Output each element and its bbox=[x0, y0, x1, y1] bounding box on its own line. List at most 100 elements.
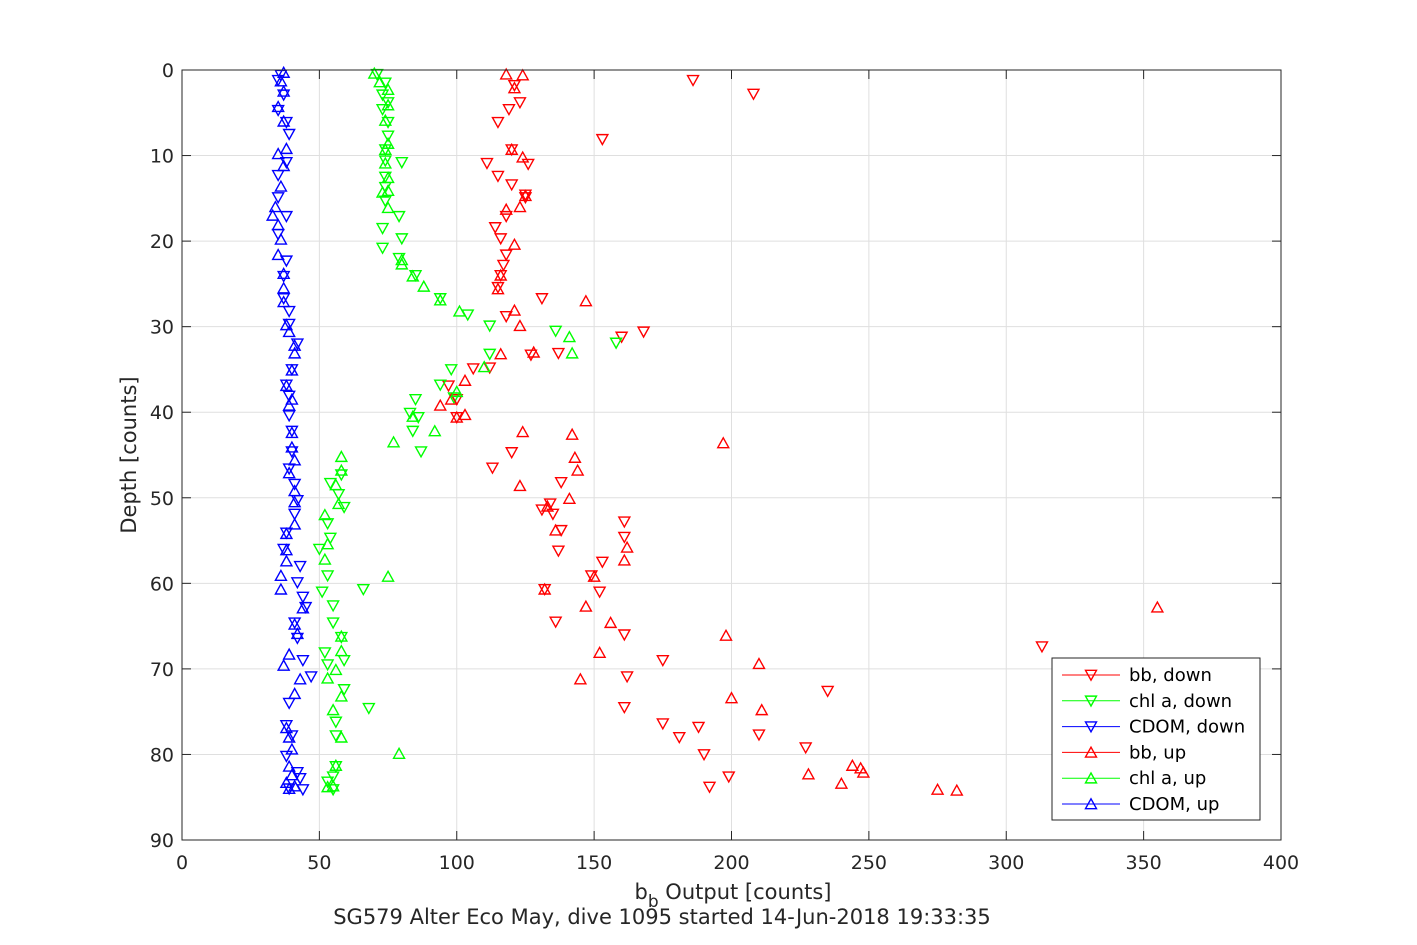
data-point bbox=[279, 719, 294, 733]
data-point bbox=[603, 616, 618, 629]
data-point bbox=[287, 338, 302, 351]
data-point bbox=[617, 629, 632, 642]
data-point bbox=[485, 462, 500, 475]
data-point bbox=[282, 410, 296, 423]
data-point bbox=[279, 750, 294, 763]
data-point bbox=[491, 170, 505, 183]
data-point bbox=[276, 293, 291, 306]
data-point bbox=[856, 765, 871, 778]
data-point bbox=[276, 89, 291, 102]
data-point bbox=[518, 189, 533, 202]
data-point bbox=[318, 552, 332, 565]
data-point bbox=[329, 663, 343, 676]
data-point bbox=[282, 466, 296, 479]
data-point bbox=[524, 349, 538, 362]
y-tick-label: 70 bbox=[150, 659, 174, 681]
legend-label: CDOM, up bbox=[1129, 794, 1219, 815]
data-point bbox=[617, 553, 632, 566]
data-point bbox=[573, 672, 588, 685]
data-point bbox=[378, 156, 393, 169]
data-point bbox=[298, 601, 313, 614]
data-point bbox=[375, 222, 390, 235]
legend: bb, down chl a, down CDOM, down bb, up chl a… bbox=[1051, 657, 1261, 821]
data-point bbox=[483, 348, 497, 361]
series-layer bbox=[265, 65, 1165, 797]
data-point bbox=[381, 183, 395, 197]
data-point bbox=[672, 731, 686, 744]
x-tick-label: 0 bbox=[176, 852, 188, 874]
data-point bbox=[526, 345, 541, 358]
legend-label: bb, down bbox=[1129, 665, 1212, 686]
series-2 bbox=[271, 69, 318, 797]
data-point bbox=[513, 479, 527, 492]
legend-label: chl a, down bbox=[1129, 691, 1232, 712]
data-point bbox=[282, 647, 296, 660]
data-point bbox=[595, 133, 610, 146]
data-point bbox=[318, 508, 332, 521]
data-point bbox=[282, 318, 296, 331]
data-point bbox=[276, 270, 291, 283]
legend-label: CDOM, down bbox=[1129, 717, 1245, 738]
chart-caption: SG579 Alter Eco May, dive 1095 started 1… bbox=[333, 905, 991, 929]
data-point bbox=[285, 363, 299, 376]
data-point bbox=[408, 269, 423, 282]
x-tick-label: 400 bbox=[1263, 852, 1299, 874]
data-point bbox=[930, 782, 945, 795]
data-point bbox=[279, 210, 294, 223]
data-point bbox=[285, 742, 299, 755]
data-point bbox=[279, 255, 294, 268]
data-point bbox=[271, 147, 285, 160]
data-point bbox=[282, 759, 296, 772]
data-point bbox=[406, 269, 420, 282]
data-point bbox=[570, 463, 585, 476]
data-point bbox=[507, 81, 522, 94]
data-point bbox=[513, 200, 527, 213]
data-point bbox=[543, 498, 557, 511]
data-point bbox=[565, 427, 579, 440]
data-point bbox=[755, 703, 769, 716]
data-point bbox=[395, 253, 409, 266]
data-point bbox=[362, 702, 376, 715]
data-point bbox=[798, 742, 813, 755]
data-point bbox=[483, 320, 497, 333]
data-point bbox=[265, 208, 280, 221]
data-point bbox=[584, 570, 599, 583]
data-point bbox=[276, 266, 291, 279]
data-point bbox=[293, 672, 307, 685]
data-point bbox=[494, 233, 508, 246]
data-point bbox=[716, 436, 730, 449]
legend-marker bbox=[1084, 745, 1098, 758]
data-point bbox=[375, 185, 390, 198]
data-point bbox=[326, 600, 340, 613]
data-point bbox=[315, 586, 329, 599]
data-point bbox=[691, 721, 706, 734]
data-point bbox=[329, 758, 343, 771]
data-point bbox=[276, 658, 291, 671]
data-point bbox=[505, 179, 519, 192]
data-point bbox=[287, 346, 302, 359]
data-point bbox=[276, 295, 291, 308]
data-point bbox=[381, 116, 395, 129]
data-point bbox=[548, 616, 563, 629]
y-axis-label: Depth [counts] bbox=[117, 376, 141, 533]
y-tick-label: 50 bbox=[150, 488, 174, 510]
x-axis-label-rest: Output [counts] bbox=[659, 880, 832, 904]
data-point bbox=[494, 347, 508, 360]
data-point bbox=[458, 408, 472, 421]
y-tick-label: 30 bbox=[150, 317, 174, 339]
data-point bbox=[293, 560, 307, 573]
data-point bbox=[820, 685, 835, 698]
y-tick-label: 0 bbox=[162, 60, 174, 82]
legend-marker bbox=[1084, 721, 1098, 734]
data-point bbox=[507, 237, 522, 250]
data-point bbox=[274, 582, 288, 595]
data-point bbox=[320, 780, 335, 793]
data-point bbox=[452, 304, 467, 317]
data-point bbox=[516, 150, 530, 163]
data-point bbox=[499, 67, 513, 80]
series-4 bbox=[318, 66, 579, 793]
legend-label: bb, up bbox=[1129, 742, 1186, 763]
data-point bbox=[279, 721, 294, 734]
data-point bbox=[334, 629, 349, 642]
data-point bbox=[392, 210, 406, 223]
